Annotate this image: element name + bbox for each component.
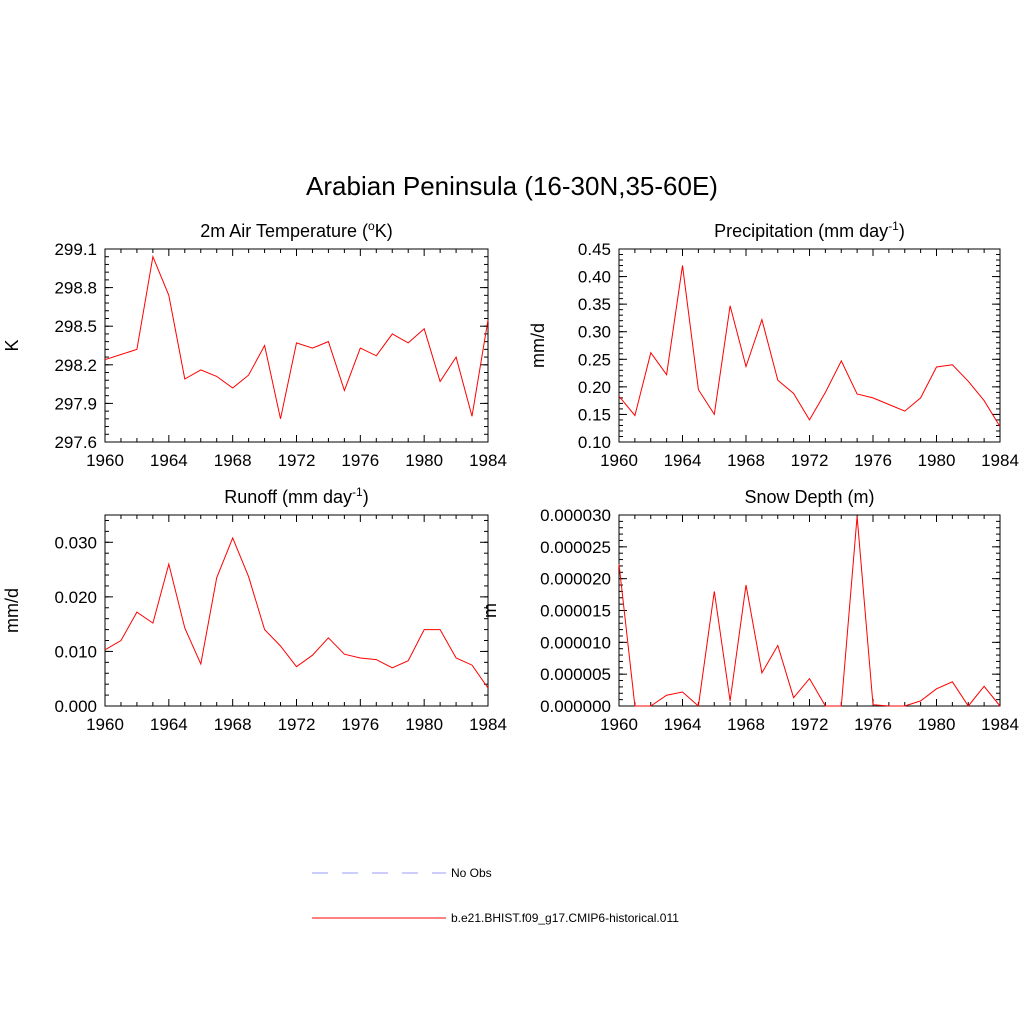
legend: No Obs b.e21.BHIST.f09_g17.CMIP6-historic… — [312, 866, 679, 925]
y-tick-label: 0.000020 — [540, 570, 611, 589]
y-tick-label: 298.5 — [54, 317, 97, 336]
y-tick-label: 0.030 — [54, 533, 97, 552]
panel-title-main: 2m Air Temperature ( — [200, 221, 368, 241]
panel-title-main: Snow Depth (m) — [744, 487, 874, 507]
series-line — [618, 265, 1001, 427]
y-tick-label: 0.000010 — [540, 633, 611, 652]
y-tick-label: 0.30 — [578, 323, 611, 342]
x-tick-label: 1984 — [469, 715, 507, 734]
panel-title-end: ) — [899, 221, 905, 241]
y-tick-label: 0.45 — [578, 240, 611, 259]
y-tick-label: 299.1 — [54, 240, 97, 259]
y-tick-label: 298.8 — [54, 279, 97, 298]
plot-frame — [104, 514, 489, 707]
x-tick-label: 1980 — [918, 451, 956, 470]
x-tick-label: 1968 — [214, 451, 252, 470]
x-tick-label: 1972 — [278, 451, 316, 470]
legend-label: No Obs — [451, 866, 492, 880]
y-tick-label: 0.000015 — [540, 602, 611, 621]
x-tick-label: 1972 — [278, 715, 316, 734]
y-tick-label: 0.000 — [54, 697, 97, 716]
x-tick-label: 1964 — [150, 451, 188, 470]
y-axis-label: K — [2, 339, 22, 351]
x-tick-label: 1980 — [405, 451, 443, 470]
x-tick-label: 1980 — [405, 715, 443, 734]
y-tick-label: 0.10 — [578, 433, 611, 452]
x-tick-label: 1976 — [854, 451, 892, 470]
panel-4: Snow Depth (m) m 1960 1964 1968 1972 1976 1980 1… — [480, 487, 1019, 734]
y-tick-label: 0.20 — [578, 378, 611, 397]
y-tick-label: 0.000000 — [540, 697, 611, 716]
panel-title-end: K) — [375, 221, 393, 241]
x-tick-label: 1968 — [727, 715, 765, 734]
series-line — [104, 536, 489, 689]
panel-title-main: Precipitation (mm day — [714, 221, 888, 241]
series-line — [104, 254, 489, 419]
y-tick-label: 0.020 — [54, 588, 97, 607]
y-tick-label: 0.25 — [578, 350, 611, 369]
panel-title: Runoff (mm day-1) — [224, 485, 368, 507]
main-title: Arabian Peninsula (16-30N,35-60E) — [306, 171, 718, 201]
y-tick-label: 0.000025 — [540, 538, 611, 557]
panel-title: Snow Depth (m) — [744, 487, 874, 507]
y-tick-label: 0.000005 — [540, 665, 611, 684]
y-axis-label: mm/d — [2, 588, 22, 633]
y-axis-label: mm/d — [528, 323, 548, 368]
y-tick-label: 0.15 — [578, 405, 611, 424]
panel-title-superscript: -1 — [352, 485, 363, 499]
x-tick-label: 1972 — [791, 451, 829, 470]
x-tick-label: 1960 — [86, 451, 124, 470]
panel-title-main: Runoff (mm day — [224, 487, 352, 507]
x-tick-label: 1960 — [86, 715, 124, 734]
plot-frame — [104, 248, 489, 443]
plot-frame — [618, 248, 1001, 443]
y-axis-label: m — [480, 603, 500, 618]
x-tick-label: 1984 — [981, 715, 1019, 734]
panel-title-end: ) — [363, 487, 369, 507]
y-tick-label: 297.6 — [54, 433, 97, 452]
y-tick-label: 0.35 — [578, 295, 611, 314]
y-tick-label: 0.40 — [578, 268, 611, 287]
panel-title-superscript: -1 — [888, 219, 899, 233]
x-tick-label: 1964 — [150, 715, 188, 734]
y-tick-label: 0.010 — [54, 642, 97, 661]
panel-title-superscript: o — [368, 219, 375, 233]
panels: 2m Air Temperature (oK) K 1960 1964 1968 1972… — [2, 219, 1019, 734]
y-tick-label: 298.2 — [54, 356, 97, 375]
series-line — [618, 516, 1001, 707]
panel-2: Precipitation (mm day-1) mm/d 1960 1964 1968… — [528, 219, 1019, 470]
x-tick-label: 1964 — [664, 451, 702, 470]
x-tick-label: 1960 — [600, 715, 638, 734]
x-tick-label: 1964 — [664, 715, 702, 734]
panel-1: 2m Air Temperature (oK) K 1960 1964 1968 1972… — [2, 219, 507, 470]
x-tick-label: 1972 — [791, 715, 829, 734]
x-tick-label: 1984 — [469, 451, 507, 470]
panel-title: Precipitation (mm day-1) — [714, 219, 905, 241]
x-tick-label: 1968 — [727, 451, 765, 470]
x-tick-label: 1980 — [918, 715, 956, 734]
panel-3: Runoff (mm day-1) mm/d 1960 1964 1968 1972 197… — [2, 485, 507, 734]
y-tick-label: 0.000030 — [540, 506, 611, 525]
legend-label: b.e21.BHIST.f09_g17.CMIP6-historical.011 — [451, 911, 679, 925]
x-tick-label: 1984 — [981, 451, 1019, 470]
y-tick-label: 297.9 — [54, 394, 97, 413]
x-tick-label: 1960 — [600, 451, 638, 470]
x-tick-label: 1976 — [854, 715, 892, 734]
x-tick-label: 1976 — [341, 451, 379, 470]
panel-title: 2m Air Temperature (oK) — [200, 219, 392, 241]
x-tick-label: 1968 — [214, 715, 252, 734]
x-tick-label: 1976 — [341, 715, 379, 734]
